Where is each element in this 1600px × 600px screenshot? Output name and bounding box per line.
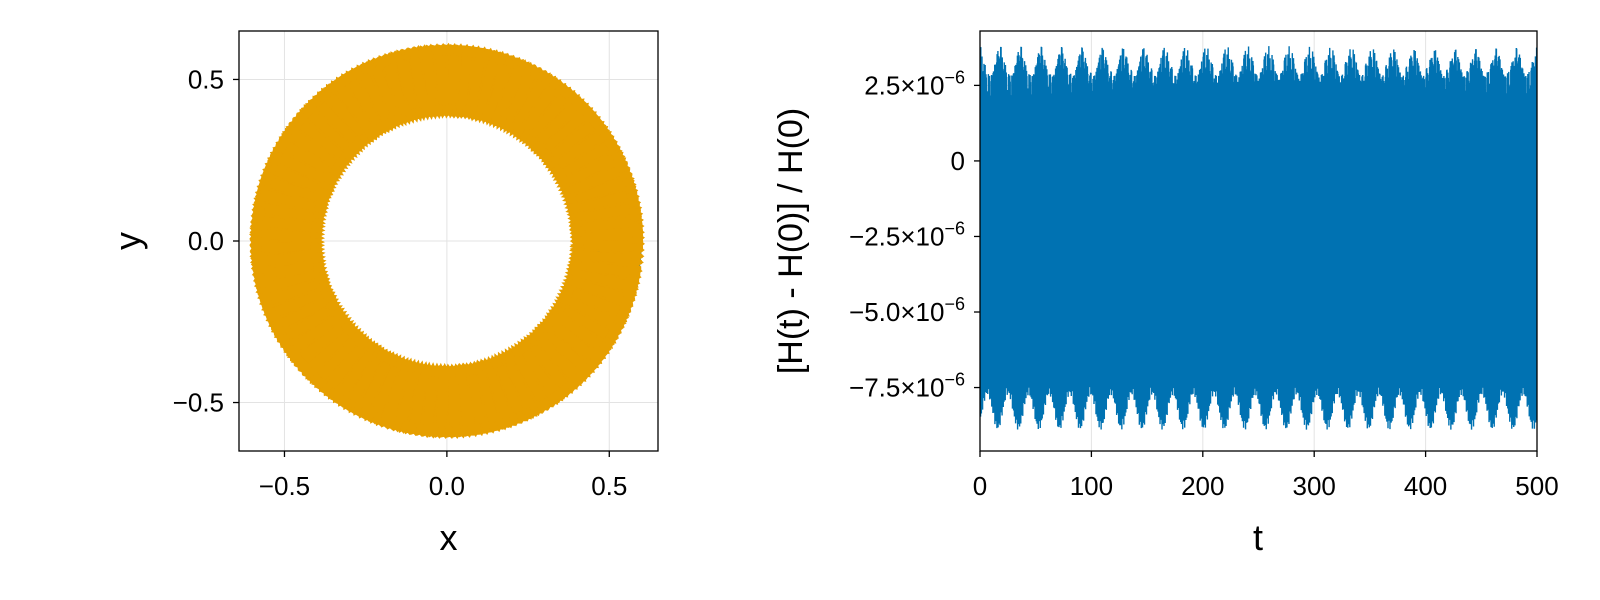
- left-x-tick-label: −0.5: [259, 471, 310, 501]
- phase-space-plot: −0.5 0.0 0.5 −0.5 0.0 0.5 x y: [107, 30, 659, 558]
- right-y-tick-label: −2.5×10−6: [849, 218, 965, 251]
- right-axes-frame: [979, 30, 1538, 452]
- right-y-axis-label: [H(t) - H(0)] / H(0): [772, 108, 810, 374]
- right-y-tick-label: −5.0×10−6: [849, 294, 965, 327]
- right-x-axis-label: t: [1253, 517, 1263, 558]
- ring-orange-band: [261, 55, 633, 427]
- left-ticks: −0.5 0.0 0.5 −0.5 0.0 0.5: [173, 64, 628, 501]
- right-x-tick-label: 300: [1293, 471, 1336, 501]
- right-y-tick-label: −7.5×10−6: [849, 370, 965, 403]
- left-y-tick-label: 0.0: [188, 226, 224, 256]
- right-x-tick-label: 400: [1404, 471, 1447, 501]
- ring-orange-trajectory: [249, 43, 645, 439]
- left-y-tick-label: −0.5: [173, 388, 224, 418]
- right-x-tick-label: 100: [1070, 471, 1113, 501]
- right-ticks: 0 100 200 300 400 500 2.5×10−6 0 −2.5×10−6 −5.0×1…: [849, 67, 1559, 501]
- left-y-tick-label: 0.5: [188, 64, 224, 94]
- right-y-tick-label: 0: [951, 146, 965, 176]
- right-y-tick-label: 2.5×10−6: [864, 67, 965, 100]
- energy-error-core-band: [980, 112, 1537, 358]
- left-x-tick-label: 0.0: [429, 471, 465, 501]
- energy-error-plot: 0 100 200 300 400 500 2.5×10−6 0 −2.5×10−6 −5.0×1…: [772, 30, 1559, 558]
- ring-trajectory: [249, 42, 646, 440]
- left-x-tick-label: 0.5: [591, 471, 627, 501]
- right-x-tick-label: 500: [1515, 471, 1558, 501]
- left-x-axis-label: x: [440, 517, 458, 558]
- left-y-axis-label: y: [107, 232, 148, 250]
- energy-error-series: [980, 46, 1537, 430]
- right-x-tick-label: 0: [973, 471, 987, 501]
- right-x-tick-label: 200: [1181, 471, 1224, 501]
